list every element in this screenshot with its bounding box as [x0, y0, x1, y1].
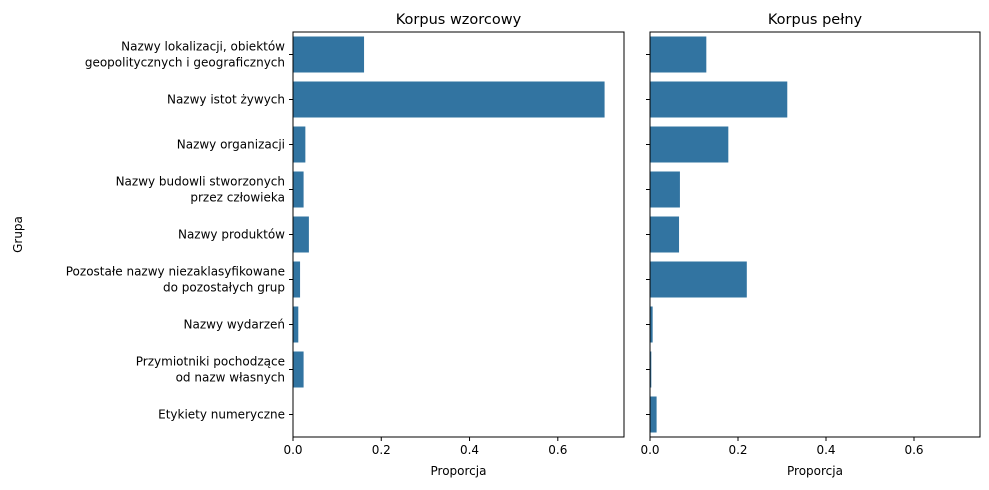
- y-axis-label: Grupa: [11, 216, 25, 253]
- bar-1-7: [650, 351, 652, 388]
- bar-1-8: [650, 396, 657, 433]
- bar-0-1: [293, 81, 605, 118]
- bar-0-7: [293, 351, 304, 388]
- panel-title-1: Korpus pełny: [768, 12, 863, 28]
- bar-1-1: [650, 81, 788, 118]
- x-tick-label-1-2: 0.4: [816, 443, 835, 457]
- x-tick-label-1-1: 0.2: [728, 443, 747, 457]
- x-tick-label-0-0: 0.0: [283, 443, 302, 457]
- bar-0-3: [293, 171, 304, 208]
- x-tick-label-0-3: 0.6: [548, 443, 567, 457]
- y-tick-label-5-0: Pozostałe nazwy niezaklasyfikowane: [66, 265, 285, 279]
- bar-1-2: [650, 126, 729, 163]
- bar-1-0: [650, 36, 707, 73]
- bar-0-0: [293, 36, 365, 73]
- bar-0-4: [293, 216, 309, 253]
- bar-1-5: [650, 261, 747, 298]
- x-axis-label-0: Proporcja: [431, 464, 487, 478]
- y-tick-label-8-0: Etykiety numeryczne: [158, 408, 285, 422]
- y-tick-label-3-1: przez człowieka: [190, 191, 285, 205]
- x-tick-label-0-1: 0.2: [372, 443, 391, 457]
- x-tick-label-0-2: 0.4: [460, 443, 479, 457]
- y-tick-label-7-0: Przymiotniki pochodzące: [136, 355, 285, 369]
- y-tick-label-0-0: Nazwy lokalizacji, obiektów: [121, 40, 285, 54]
- x-axis-label-1: Proporcja: [787, 464, 843, 478]
- bar-0-2: [293, 126, 306, 163]
- panel-title-0: Korpus wzorcowy: [396, 12, 522, 28]
- x-tick-label-1-0: 0.0: [640, 443, 659, 457]
- bar-0-6: [293, 306, 299, 343]
- y-tick-label-5-1: do pozostałych grup: [163, 281, 285, 295]
- bar-1-6: [650, 306, 653, 343]
- y-tick-label-4-0: Nazwy produktów: [178, 228, 285, 242]
- y-tick-label-0-1: geopolitycznych i geograficznych: [85, 56, 285, 70]
- y-tick-label-7-1: od nazw własnych: [176, 371, 285, 385]
- y-tick-label-2-0: Nazwy organizacji: [177, 138, 285, 152]
- bar-1-4: [650, 216, 680, 253]
- y-tick-label-3-0: Nazwy budowli stworzonych: [116, 175, 285, 189]
- bar-0-5: [293, 261, 301, 298]
- x-tick-label-1-3: 0.6: [904, 443, 923, 457]
- y-tick-label-1-0: Nazwy istot żywych: [167, 93, 285, 107]
- bar-1-3: [650, 171, 680, 208]
- y-tick-label-6-0: Nazwy wydarzeń: [184, 318, 285, 332]
